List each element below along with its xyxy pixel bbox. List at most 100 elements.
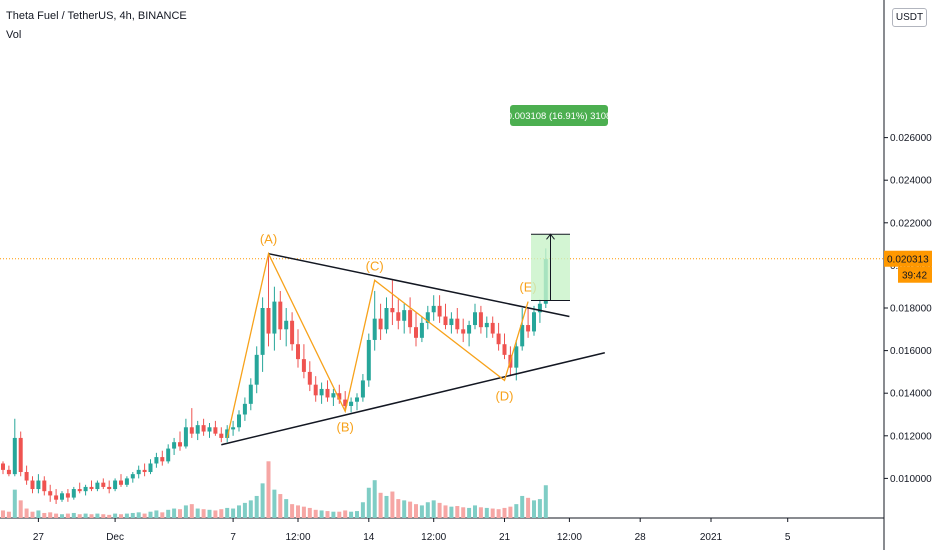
candle [384,297,389,334]
volume-bar [396,499,401,518]
candle-body [384,308,389,330]
currency-button[interactable]: USDT [892,8,927,27]
candle-body [402,310,407,321]
volume-bar [225,507,230,518]
volume-bar [449,506,454,518]
volume-bar [461,507,466,518]
y-tick-label: 0.010000 [890,474,932,485]
candle-body [101,482,106,487]
candle [24,465,29,485]
volume-bar [355,511,359,518]
volume-bar [77,514,82,518]
volume-bar [42,512,47,518]
candle [278,290,283,340]
price-tag-value: 0.020313 [887,255,929,266]
elliott-wave-path [226,251,529,439]
volume-bar [296,505,300,518]
candle [431,295,436,321]
candle [307,361,312,392]
candle [532,305,536,336]
candle [195,420,200,441]
candle-body [319,388,324,396]
x-tick-label: 7 [230,532,236,543]
volume-bar [254,495,259,518]
candle [54,489,59,504]
candle-body [526,325,531,332]
wave-label: (D) [495,388,513,403]
volume-bar [325,511,330,518]
candle-body [366,339,371,381]
candle-body [219,433,224,438]
candle [366,333,371,387]
candle [496,322,501,351]
chart-title[interactable]: Theta Fuel / TetherUS, 4h, BINANCE [6,10,187,22]
volume-bar [537,499,542,518]
candle [242,397,247,421]
candle-body [18,437,23,473]
candle [296,329,300,368]
volume-bar [360,502,365,518]
volume-indicator-label[interactable]: Vol [6,29,22,41]
volume-bar [189,504,194,518]
candle [355,393,359,411]
candle [160,450,165,466]
candle-body [136,469,141,475]
candle-body [60,493,64,500]
volume-bar [284,499,289,518]
volume-bar [124,513,129,518]
candle [372,290,377,351]
measure-arrow-head [546,233,555,240]
candle-body [272,301,277,334]
volume-bar [113,513,118,518]
volume-bar [319,510,324,518]
candle [425,305,430,330]
volume-bar [24,508,29,518]
volume-bar [60,514,64,518]
candle-body [408,310,413,328]
candle-body [296,344,300,360]
candle-body [65,493,70,498]
candle-body [77,489,82,492]
candle-body [331,393,336,398]
candle-body [520,325,525,347]
candle [284,308,289,347]
candle-body [537,303,542,313]
volume-bar [390,491,395,518]
volume-bar [260,483,265,518]
volume-bar [201,509,206,518]
candle-body [266,308,271,334]
candle [130,472,135,483]
candle-body [30,480,35,490]
candle-body [89,486,94,490]
volume-bar [526,497,531,518]
volume-bar [172,508,177,518]
candle-body [119,480,123,485]
measure-label: 0.003108 (16.91%) 3108 [507,111,612,122]
candle-body [6,469,11,475]
candle-body [148,463,153,473]
candle [319,382,324,404]
candle [414,312,418,347]
volume-bar [95,513,100,518]
candle-body [431,305,436,313]
candle-body [207,427,212,432]
volume-bar [349,511,354,518]
candle [178,431,182,451]
candle [526,308,531,338]
candle [396,299,401,330]
volume-bar [419,505,424,518]
volume-bar [496,509,501,518]
volume-bar [301,506,306,518]
candle-body [449,318,454,326]
volume-bar [1,510,5,518]
volume-bar [231,508,236,518]
wave-label: (B) [337,419,354,434]
volume-bar [431,500,436,518]
candle-body [532,312,536,332]
candle-body [502,344,507,355]
volume-bar [467,507,472,518]
volume-bar [290,504,295,518]
candle [272,286,277,351]
candle-body [248,384,253,404]
